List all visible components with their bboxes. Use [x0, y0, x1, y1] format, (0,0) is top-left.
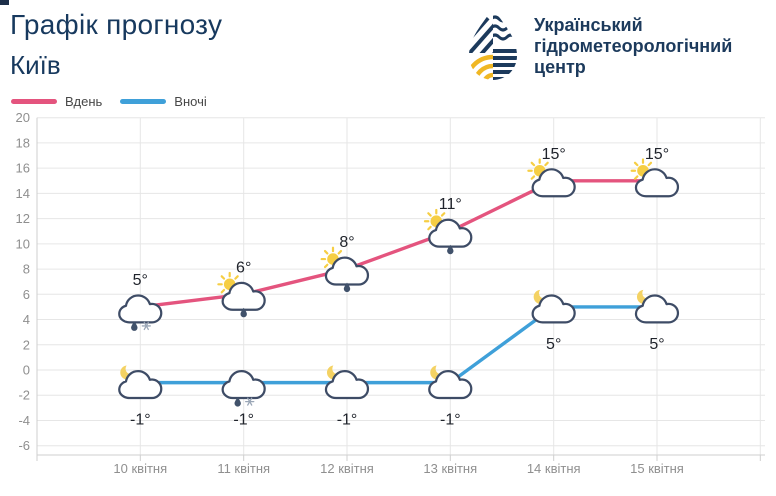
svg-text:20: 20 [16, 110, 30, 125]
temp-label: 5° [546, 336, 561, 353]
svg-text:4: 4 [23, 312, 30, 327]
svg-text:10: 10 [16, 236, 30, 251]
temp-label: 5° [133, 272, 148, 289]
svg-text:2: 2 [23, 337, 30, 352]
sun-cloud-icon [630, 158, 680, 198]
temp-label: -1° [440, 412, 461, 429]
chart-legend: Вдень Вночі [11, 94, 207, 109]
cloud-rain-snow-icon [221, 370, 266, 407]
day-legend-swatch [11, 99, 57, 104]
sun-cloud-rain-icon [423, 208, 473, 255]
cloud-rain-snow-icon [118, 294, 163, 331]
moon-cloud-icon [634, 289, 680, 324]
svg-text:0: 0 [23, 363, 30, 378]
moon-cloud-icon [118, 365, 163, 400]
temp-label: 8° [339, 234, 354, 251]
moon-cloud-icon [428, 365, 473, 400]
sun-cloud-icon [527, 158, 576, 198]
svg-text:16: 16 [16, 161, 30, 176]
svg-text:12: 12 [16, 211, 30, 226]
temp-label: 11° [439, 196, 462, 213]
page-title: Графік прогнозу [10, 9, 223, 40]
temp-label: -1° [337, 412, 358, 429]
sun-cloud-rain-icon [217, 271, 266, 318]
corner-artifact [0, 0, 9, 5]
svg-text:10 квітня: 10 квітня [113, 461, 167, 476]
temp-label: 15° [645, 146, 669, 163]
svg-text:-2: -2 [18, 388, 30, 403]
svg-text:18: 18 [16, 135, 30, 150]
moon-cloud-icon [531, 289, 576, 324]
svg-text:6: 6 [23, 287, 30, 302]
moon-cloud-icon [324, 365, 370, 400]
svg-text:14 квітня: 14 квітня [527, 461, 581, 476]
temp-label: -1° [130, 412, 151, 429]
sun-cloud-rain-icon [320, 246, 370, 293]
org-name-line3: центр [534, 57, 586, 77]
temp-label: 15° [542, 146, 566, 163]
org-name-line1: Український [534, 15, 643, 35]
svg-text:11 квітня: 11 квітня [217, 461, 270, 476]
svg-text:8: 8 [23, 262, 30, 277]
temp-label: -1° [233, 412, 254, 429]
x-axis-labels: 10 квітня 11 квітня 12 квітня 13 квітня 14 к… [113, 461, 683, 476]
org-name: Український гідрометеорологічний центр [534, 6, 732, 78]
city-subtitle: Київ [10, 49, 61, 80]
svg-text:14: 14 [16, 186, 30, 201]
header: Графік прогнозу Київ [10, 9, 223, 81]
night-series-points: -1° -1° -1° -1° 5° 5° [118, 289, 680, 429]
svg-text:-4: -4 [18, 413, 30, 428]
day-legend-label: Вдень [65, 94, 103, 109]
svg-text:12 квітня: 12 квітня [320, 461, 374, 476]
org-name-line2: гідрометеорологічний [534, 36, 733, 56]
night-legend-label: Вночі [174, 94, 207, 109]
org-logo-drop-icon [469, 15, 517, 80]
org-logo: Український гідрометеорологічний центр [462, 6, 732, 86]
svg-text:15 квітня: 15 квітня [630, 461, 684, 476]
svg-text:-6: -6 [18, 438, 30, 453]
night-legend-swatch [120, 99, 167, 104]
temp-label: 5° [649, 336, 664, 353]
temp-label: 6° [236, 259, 251, 276]
day-series-points: 5° 6° 8° 11° 15° 15° [118, 146, 680, 331]
svg-text:13 квітня: 13 квітня [423, 461, 477, 476]
